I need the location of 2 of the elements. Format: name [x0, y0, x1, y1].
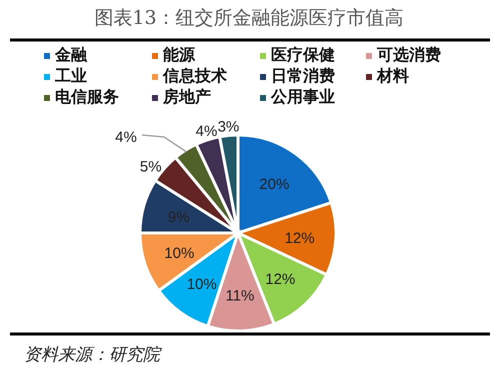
- title: 图表13：纽交所金融能源医疗市值高: [94, 7, 404, 29]
- annotation: 资料来源：研究院: [24, 345, 160, 365]
